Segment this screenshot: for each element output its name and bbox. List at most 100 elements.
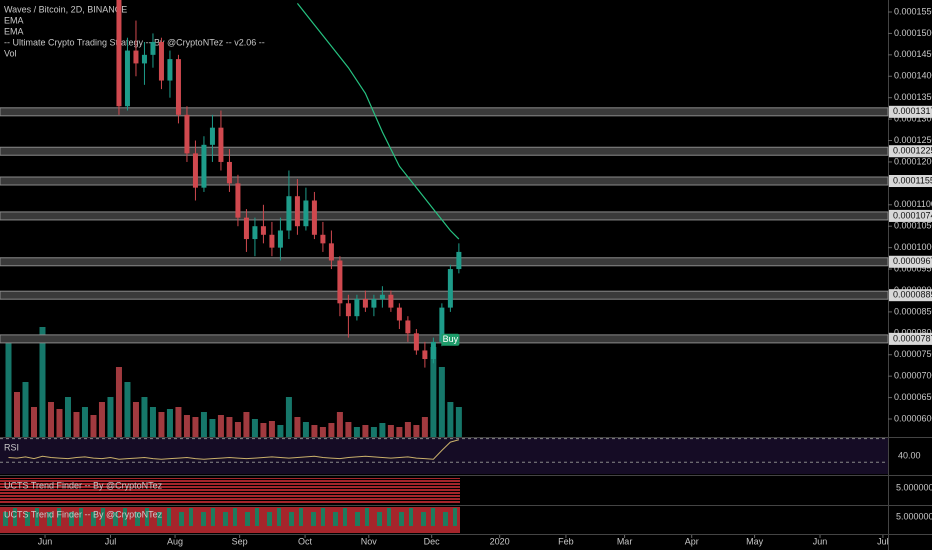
candle-body [167,59,173,81]
candle-body [362,299,368,308]
legend-entry: Waves / Bitcoin, 2D, BINANCE [4,4,127,14]
trend-finder-bars [0,478,460,504]
level-zone [0,257,889,267]
level-label-box [889,209,932,222]
y-tick-label: 0.00012500 [894,135,932,145]
volume-bar [353,427,360,437]
level-label-box [889,105,932,118]
rsi-label: RSI [4,442,19,452]
candle-body [116,0,122,107]
volume-bar [175,407,182,437]
volume-bar [302,422,309,437]
candle-body [226,161,232,184]
candle-body [320,234,326,244]
candle-body [328,243,334,261]
legend-entry: EMA [4,26,24,36]
rsi-pane [0,438,888,474]
volume-bar [115,367,122,437]
candle-body [252,226,258,240]
candle-body [243,217,249,240]
candle-body [371,299,377,308]
candle-body [133,50,139,64]
candle-body [303,200,309,227]
legend-entry: EMA [4,15,24,25]
volume-bar [5,337,12,437]
candle-body [396,307,402,321]
rsi-tick-label: 40.00 [898,451,921,461]
candle-body [379,294,385,300]
volume-bar [124,382,131,437]
y-tick-label: 0.00007000 [894,371,932,381]
candle-body [260,226,266,235]
volume-bar [141,397,148,437]
volume-bar [387,425,394,437]
volume-bar [260,423,267,437]
volume-bar [413,425,420,437]
volume-bar [285,397,292,437]
volume-bar [132,402,139,437]
volume-bar [379,423,386,437]
volume-bar [268,421,275,437]
candle-body [447,269,453,308]
volume-bar [328,423,335,437]
x-tick-label: Apr [685,536,699,546]
candle-body [430,341,436,360]
y-tick-label: 0.00008500 [894,306,932,316]
level-zone [0,211,889,221]
volume-bar [430,347,437,437]
x-tick-label: Jul [877,536,889,546]
trend-pane-tick: 5.0000000 [896,511,932,521]
volume-bar [319,427,326,437]
level-zone [0,146,889,156]
volume-bar [81,407,88,437]
x-tick-label: Jun [38,536,53,546]
trend-pane-tick: 5.0000000 [896,482,932,492]
volume-bar [22,382,29,437]
candle-body [413,333,419,351]
level-zone [0,107,889,117]
candle-body [456,251,462,270]
candle-body [277,230,283,248]
volume-bar [107,397,114,437]
volume-bar [47,402,54,437]
level-label: 0.00013170 [893,106,932,116]
volume-bar [226,417,233,437]
volume-bar [13,392,20,437]
y-tick-label: 0.00012000 [894,156,932,166]
candle-body [286,196,292,231]
volume-bar [234,422,241,437]
level-label-box [889,289,932,302]
volume-bar [421,417,428,437]
candle-body [294,196,300,227]
candle-body [337,260,343,304]
candle-body [388,294,394,308]
trend-pane-label: UCTS Trend Finder -- By @CryptoNTez [4,509,163,519]
candle-body [269,234,275,248]
volume-bar [98,402,105,437]
x-tick-label: Mar [617,536,633,546]
candle-body [354,299,360,317]
legend-entry: -- Ultimate Crypto Trading Strategy -- B… [4,37,265,47]
level-zone [0,290,889,300]
volume-bar [251,419,258,437]
y-tick-label: 0.00010500 [894,221,932,231]
y-tick-label: 0.00009500 [894,263,932,273]
buy-label: Buy [443,334,459,344]
level-label-box [889,145,932,158]
x-tick-label: May [746,536,764,546]
volume-bar [30,407,37,437]
candle-body [345,303,351,317]
y-tick-label: 0.00008000 [894,328,932,338]
x-tick-label: Dec [424,536,441,546]
candle-body [158,41,164,81]
level-zone [0,176,889,186]
level-label: 0.00010740 [893,210,932,220]
x-tick-label: Nov [361,536,378,546]
candle-body [439,307,445,342]
trend-finder-bars [0,507,460,533]
volume-bar [243,412,250,437]
x-tick-label: 2020 [490,536,510,546]
level-label: 0.00008890 [893,290,932,300]
candle-body [218,127,224,162]
trend-pane-label: UCTS Trend Finder -- By @CryptoNTez [4,480,163,490]
